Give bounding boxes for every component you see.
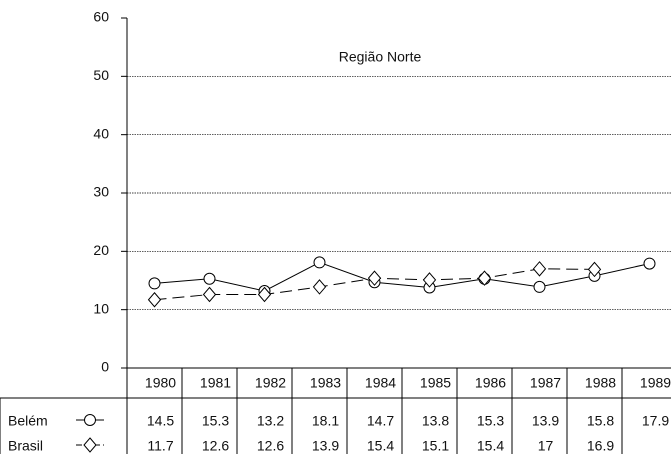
y-tick-label: 20 [93,242,109,258]
legend-label: Brasil [8,438,43,454]
data-point [202,286,217,303]
legend-label: Belém [8,413,48,429]
table-value: 14.7 [367,413,394,429]
table-value: 12.6 [202,438,229,454]
table-value: 15.4 [367,438,394,454]
table-value: 15.4 [477,438,504,454]
table-value: 11.7 [147,438,173,454]
table-value: 13.8 [422,413,449,429]
table-value: 13.2 [257,413,284,429]
data-point [313,256,326,269]
x-tick-label: 1980 [145,375,176,391]
y-tick-label: 50 [93,67,109,83]
data-point [533,280,546,293]
x-tick-label: 1988 [585,375,616,391]
table-value: 15.3 [477,413,504,429]
y-tick-label: 30 [93,184,109,200]
x-tick-label: 1985 [420,375,451,391]
x-tick-label: 1982 [255,375,286,391]
y-tick-label: 60 [93,9,109,25]
data-point [532,261,547,277]
legend-marker [83,437,97,453]
table-value: 16.9 [587,438,614,454]
data-point [257,286,272,303]
x-tick-label: 1989 [640,375,671,391]
data-point [147,291,162,308]
x-tick-label: 1983 [310,375,341,391]
table-value: 15.8 [587,413,614,429]
x-tick-label: 1981 [200,375,231,391]
table-value: 14.5 [147,413,174,429]
table-value: 12.6 [257,438,284,454]
table-value: 13.9 [532,413,559,429]
data-point [422,272,437,288]
data-point [148,277,161,290]
y-tick-label: 10 [93,300,109,316]
y-tick-label: 40 [93,125,109,141]
table-value: 17.9 [642,413,669,429]
table-value: 15.1 [422,438,449,454]
data-point [312,279,327,295]
x-tick-label: 1987 [530,375,561,391]
data-point [587,261,602,278]
x-tick-label: 1986 [475,375,506,391]
data-point [643,257,656,270]
x-tick-label: 1984 [365,375,396,391]
data-point [367,270,382,286]
table-value: 15.3 [202,413,229,429]
legend-marker [84,414,96,426]
y-tick-label: 0 [101,359,109,375]
table-value: 18.1 [312,413,339,429]
table-value: 13.9 [312,438,339,454]
chart-title: Região Norte [339,49,422,65]
series-line [154,261,650,292]
data-point [203,272,216,285]
data-point [477,270,492,286]
table-value: 17 [538,438,554,454]
